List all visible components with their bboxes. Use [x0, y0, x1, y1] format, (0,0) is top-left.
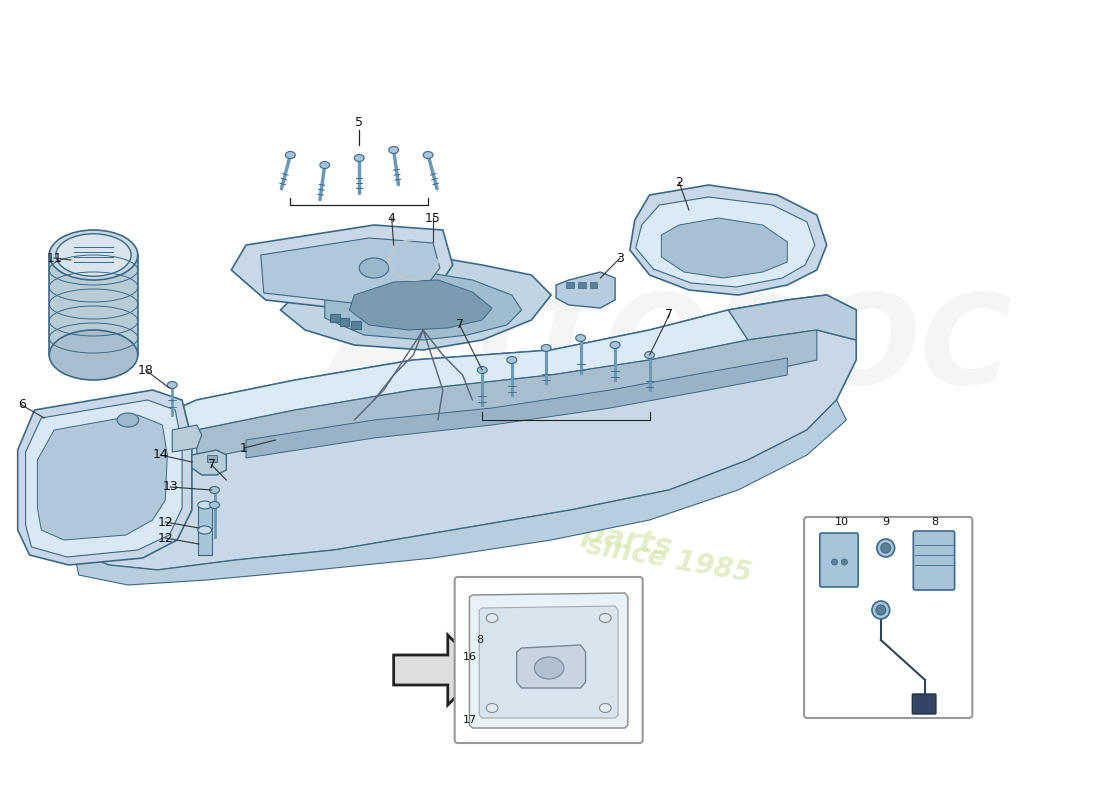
- Ellipse shape: [541, 345, 551, 351]
- Polygon shape: [74, 295, 856, 570]
- Text: 17: 17: [462, 715, 476, 725]
- Ellipse shape: [832, 559, 837, 565]
- Polygon shape: [636, 197, 815, 287]
- Text: since 1985: since 1985: [584, 532, 755, 588]
- Text: AUTODOC: AUTODOC: [327, 290, 1012, 410]
- Bar: [330, 314, 340, 322]
- Ellipse shape: [320, 162, 330, 169]
- Text: a passion for parts: a passion for parts: [350, 478, 674, 562]
- Polygon shape: [246, 358, 788, 458]
- Polygon shape: [280, 255, 551, 350]
- Text: 13: 13: [163, 481, 178, 494]
- Polygon shape: [394, 635, 482, 705]
- Text: 8: 8: [476, 635, 484, 645]
- Ellipse shape: [645, 351, 654, 358]
- Ellipse shape: [56, 234, 131, 276]
- Ellipse shape: [354, 154, 364, 162]
- Ellipse shape: [50, 330, 138, 380]
- Text: 7: 7: [455, 318, 463, 331]
- Polygon shape: [197, 330, 817, 460]
- Polygon shape: [18, 390, 191, 565]
- Ellipse shape: [881, 543, 891, 553]
- Polygon shape: [480, 606, 618, 718]
- Polygon shape: [37, 415, 167, 540]
- Text: 4: 4: [388, 211, 396, 225]
- Polygon shape: [261, 238, 440, 303]
- Polygon shape: [50, 255, 138, 355]
- FancyBboxPatch shape: [454, 577, 642, 743]
- Text: 6: 6: [18, 398, 25, 411]
- Text: 5: 5: [355, 115, 363, 129]
- Ellipse shape: [360, 258, 388, 278]
- Text: 1: 1: [240, 442, 248, 454]
- Bar: [351, 321, 361, 329]
- Bar: [340, 318, 350, 326]
- Ellipse shape: [842, 559, 847, 565]
- Polygon shape: [728, 295, 856, 340]
- Ellipse shape: [876, 605, 886, 615]
- FancyBboxPatch shape: [913, 531, 955, 590]
- Polygon shape: [191, 450, 227, 475]
- Ellipse shape: [877, 539, 894, 557]
- Polygon shape: [74, 400, 846, 585]
- Ellipse shape: [600, 703, 612, 713]
- Bar: [578, 282, 585, 288]
- Text: 18: 18: [138, 363, 154, 377]
- Polygon shape: [231, 225, 453, 310]
- Polygon shape: [173, 425, 201, 452]
- FancyBboxPatch shape: [912, 694, 936, 714]
- Text: 9: 9: [882, 517, 889, 527]
- Ellipse shape: [486, 614, 498, 622]
- Polygon shape: [661, 218, 788, 278]
- Text: 7: 7: [666, 309, 673, 322]
- Ellipse shape: [477, 366, 487, 374]
- Text: 15: 15: [425, 211, 441, 225]
- Polygon shape: [470, 593, 628, 728]
- Polygon shape: [630, 185, 827, 295]
- Polygon shape: [128, 295, 856, 460]
- Polygon shape: [517, 645, 585, 688]
- Text: 7: 7: [208, 458, 216, 471]
- Polygon shape: [198, 505, 211, 530]
- Text: 11: 11: [46, 251, 62, 265]
- Ellipse shape: [210, 502, 220, 509]
- Ellipse shape: [610, 342, 620, 349]
- Polygon shape: [350, 280, 492, 330]
- Ellipse shape: [198, 501, 211, 509]
- Text: 2: 2: [675, 175, 683, 189]
- Text: 14: 14: [153, 449, 168, 462]
- Text: 10: 10: [835, 517, 848, 527]
- Text: 3: 3: [616, 251, 624, 265]
- Ellipse shape: [285, 151, 295, 158]
- Ellipse shape: [198, 526, 211, 534]
- Polygon shape: [198, 530, 211, 555]
- Ellipse shape: [486, 703, 498, 713]
- Text: 8: 8: [932, 517, 938, 527]
- Ellipse shape: [424, 151, 433, 158]
- Ellipse shape: [872, 601, 890, 619]
- Polygon shape: [207, 455, 217, 462]
- Bar: [590, 282, 597, 288]
- Text: 12: 12: [157, 515, 173, 529]
- FancyBboxPatch shape: [820, 533, 858, 587]
- Ellipse shape: [575, 334, 585, 342]
- Ellipse shape: [388, 146, 398, 154]
- Text: 12: 12: [157, 531, 173, 545]
- Ellipse shape: [50, 230, 138, 280]
- FancyBboxPatch shape: [804, 517, 972, 718]
- Polygon shape: [25, 400, 183, 557]
- Ellipse shape: [507, 357, 517, 363]
- Polygon shape: [79, 430, 138, 520]
- Text: 16: 16: [462, 652, 476, 662]
- Polygon shape: [556, 272, 615, 308]
- Ellipse shape: [600, 614, 612, 622]
- Ellipse shape: [117, 413, 139, 427]
- Ellipse shape: [535, 657, 564, 679]
- Ellipse shape: [167, 382, 177, 389]
- Polygon shape: [324, 272, 521, 340]
- Ellipse shape: [210, 486, 220, 494]
- Bar: [565, 282, 574, 288]
